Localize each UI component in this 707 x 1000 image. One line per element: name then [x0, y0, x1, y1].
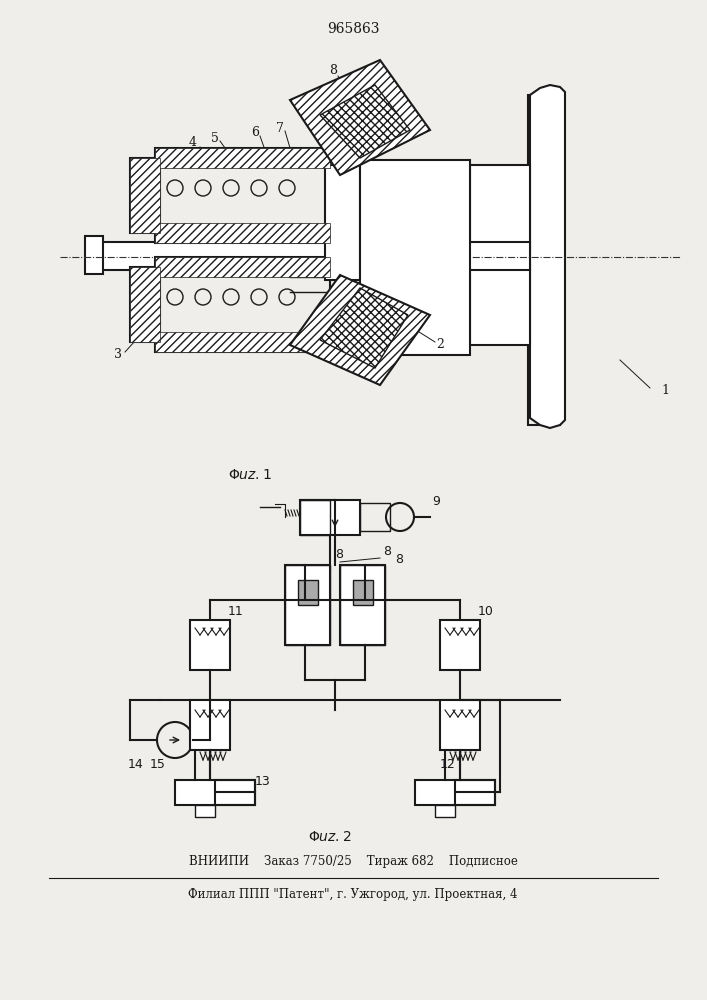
- Bar: [285, 565, 330, 645]
- Bar: [195, 805, 215, 817]
- Bar: [353, 580, 373, 605]
- Text: 965863: 965863: [327, 22, 379, 36]
- Polygon shape: [448, 645, 472, 660]
- Bar: [130, 158, 160, 233]
- Polygon shape: [320, 288, 408, 368]
- Bar: [528, 95, 560, 425]
- Text: 3: 3: [114, 349, 122, 361]
- Bar: [175, 780, 255, 805]
- Bar: [190, 620, 230, 670]
- Text: 8: 8: [335, 548, 343, 561]
- Bar: [440, 700, 480, 750]
- Text: 1: 1: [661, 383, 669, 396]
- Bar: [215, 780, 255, 805]
- Text: 8: 8: [383, 545, 391, 558]
- Bar: [155, 257, 330, 352]
- Bar: [325, 165, 360, 280]
- Text: $\Phi u\mathit{z}.1$: $\Phi u\mathit{z}.1$: [228, 468, 272, 482]
- Text: 2: 2: [436, 338, 444, 352]
- Bar: [300, 500, 330, 535]
- Bar: [415, 780, 495, 805]
- Text: Филиал ППП "Патент", г. Ужгород, ул. Проектная, 4: Филиал ППП "Патент", г. Ужгород, ул. Про…: [188, 888, 518, 901]
- Polygon shape: [198, 735, 222, 750]
- Bar: [455, 780, 495, 805]
- Polygon shape: [290, 275, 430, 385]
- Text: 8: 8: [329, 64, 337, 77]
- Text: 12: 12: [440, 758, 456, 771]
- Text: 4: 4: [189, 136, 197, 149]
- Bar: [285, 565, 330, 645]
- Bar: [155, 223, 330, 243]
- Bar: [360, 503, 390, 531]
- Bar: [155, 332, 330, 352]
- Polygon shape: [530, 85, 565, 428]
- Bar: [360, 160, 470, 355]
- Bar: [470, 265, 530, 345]
- Text: ВНИИПИ    Заказ 7750/25    Тираж 682    Подписное: ВНИИПИ Заказ 7750/25 Тираж 682 Подписное: [189, 855, 518, 868]
- Bar: [155, 148, 330, 243]
- Text: 11: 11: [228, 605, 244, 618]
- Text: 9: 9: [432, 495, 440, 508]
- Bar: [470, 165, 530, 250]
- Bar: [300, 500, 360, 535]
- Polygon shape: [448, 735, 472, 750]
- Bar: [298, 580, 318, 605]
- Bar: [340, 565, 385, 645]
- Polygon shape: [320, 85, 410, 158]
- Bar: [155, 257, 330, 277]
- Bar: [85, 236, 103, 274]
- Bar: [190, 700, 230, 750]
- Polygon shape: [198, 645, 222, 660]
- Bar: [130, 158, 160, 233]
- Bar: [435, 805, 455, 817]
- Text: $\Phi u\mathit{z}.2$: $\Phi u\mathit{z}.2$: [308, 830, 352, 844]
- Text: 14: 14: [128, 758, 144, 771]
- Text: 7: 7: [276, 121, 284, 134]
- Polygon shape: [290, 60, 430, 175]
- Bar: [440, 620, 480, 670]
- Bar: [130, 267, 160, 342]
- Bar: [100, 242, 530, 270]
- Text: 6: 6: [251, 126, 259, 139]
- Text: 8: 8: [395, 553, 403, 566]
- Text: 15: 15: [150, 758, 166, 771]
- Bar: [340, 565, 385, 645]
- Bar: [130, 267, 160, 342]
- Text: 10: 10: [478, 605, 494, 618]
- Text: 13: 13: [255, 775, 271, 788]
- Bar: [155, 148, 330, 168]
- Text: 5: 5: [211, 131, 219, 144]
